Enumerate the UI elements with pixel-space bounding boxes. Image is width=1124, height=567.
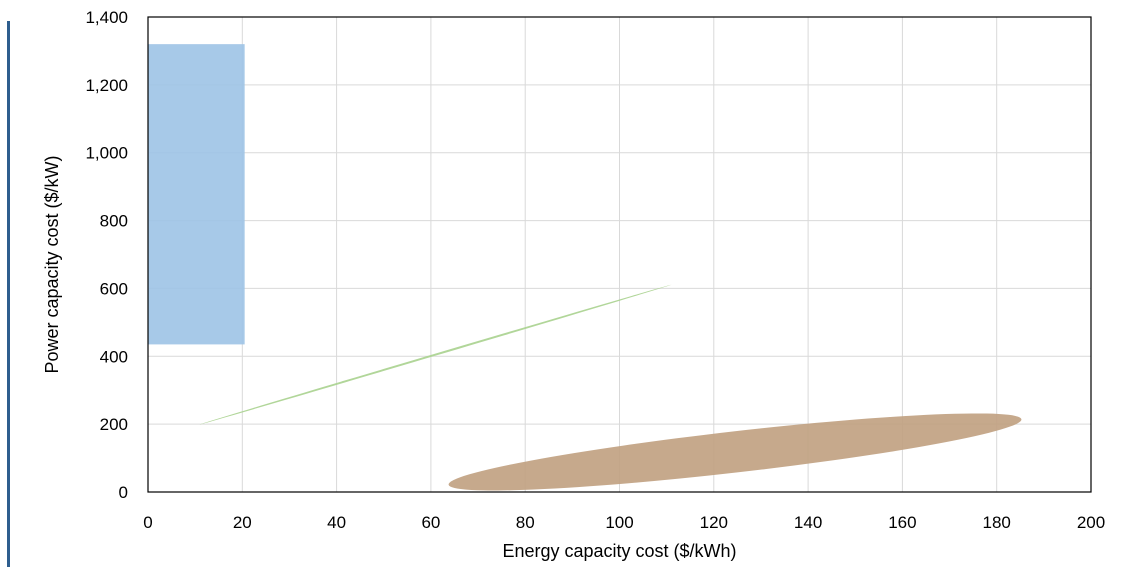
y-tick-label: 400 (100, 347, 128, 366)
left-accent-bar (7, 21, 10, 567)
x-tick-labels: 0 20 40 60 80 100 120 140 160 180 200 (143, 513, 1105, 532)
region-layer (148, 44, 1022, 491)
x-tick-label: 100 (605, 513, 633, 532)
x-tick-label: 60 (421, 513, 440, 532)
y-tick-label: 200 (100, 415, 128, 434)
region-rectangle-blue (148, 44, 245, 345)
x-tick-label: 140 (794, 513, 822, 532)
y-tick-label: 0 (119, 483, 128, 502)
y-axis-title: Power capacity cost ($/kW) (42, 155, 62, 373)
y-tick-labels: 0 200 400 600 800 1,000 1,200 1,400 (85, 8, 128, 502)
x-tick-label: 160 (888, 513, 916, 532)
region-ellipse-green (199, 284, 672, 425)
y-tick-label: 1,000 (85, 144, 128, 163)
y-tick-label: 1,400 (85, 8, 128, 27)
x-tick-label: 0 (143, 513, 152, 532)
x-tick-label: 80 (516, 513, 535, 532)
plot-area-frame (147, 16, 1092, 493)
x-tick-label: 180 (983, 513, 1011, 532)
region-ellipse-brown (448, 413, 1022, 491)
x-tick-label: 200 (1077, 513, 1105, 532)
y-tick-label: 1,200 (85, 76, 128, 95)
x-tick-label: 120 (700, 513, 728, 532)
x-axis-title: Energy capacity cost ($/kWh) (502, 541, 736, 561)
x-tick-label: 40 (327, 513, 346, 532)
x-tick-label: 20 (233, 513, 252, 532)
y-tick-label: 600 (100, 279, 128, 298)
y-tick-label: 800 (100, 212, 128, 231)
